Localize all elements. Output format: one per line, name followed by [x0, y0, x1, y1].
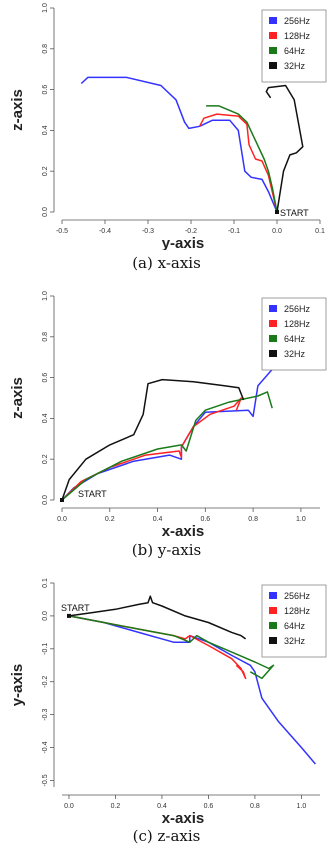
x-tick-label: -0.3 — [142, 228, 154, 235]
legend-label: 64Hz — [284, 621, 306, 631]
legend-swatch — [269, 607, 277, 614]
legend-label: 64Hz — [284, 334, 306, 344]
start-annotation: START — [78, 489, 107, 499]
y-tick-label: 0.6 — [42, 373, 49, 383]
y-tick-label: 0.0 — [42, 611, 49, 621]
x-axis-title: x-axis — [162, 810, 205, 825]
x-tick-label: 0.0 — [57, 516, 67, 523]
y-tick-label: 1.0 — [42, 291, 49, 301]
y-axis-title: z-axis — [9, 89, 26, 131]
x-tick-label: 0.4 — [157, 803, 167, 810]
start-marker — [66, 613, 71, 618]
legend-label: 32Hz — [284, 61, 306, 71]
x-tick-label: 1.0 — [296, 516, 306, 523]
legend-swatch — [269, 32, 277, 39]
series-line-256hz — [80, 76, 278, 213]
x-tick-label: 0.2 — [111, 803, 121, 810]
x-tick-label: 1.0 — [297, 803, 307, 810]
y-tick-label: 0.2 — [42, 454, 49, 464]
series-line-128hz — [61, 397, 242, 501]
legend-label: 128Hz — [284, 606, 311, 616]
legend-label: 256Hz — [284, 304, 311, 314]
legend-swatch — [269, 62, 277, 69]
x-tick-label: 0.4 — [153, 516, 163, 523]
x-tick-label: 0.1 — [315, 228, 325, 235]
legend-label: 256Hz — [284, 16, 311, 26]
legend: 256Hz 128Hz 64Hz 32Hz — [261, 584, 327, 658]
x-tick-label: -0.2 — [185, 228, 197, 235]
y-tick-label: -0.1 — [42, 643, 49, 655]
chart-panel-c: 0.0 0.2 0.4 0.6 0.8 1.0 -0.5 -0.4 -0.3 -0.2 -0.1 0.… — [0, 575, 333, 857]
legend-swatch — [269, 592, 277, 599]
x-tick-label: -0.5 — [56, 228, 68, 235]
legend-label: 32Hz — [284, 349, 306, 359]
legend-swatch — [269, 17, 277, 24]
legend-label: 256Hz — [284, 591, 311, 601]
y-tick-label: -0.5 — [42, 774, 49, 786]
y-tick-label: -0.3 — [42, 708, 49, 720]
legend-label: 128Hz — [284, 31, 311, 41]
y-tick-label: 0.0 — [42, 495, 49, 505]
legend-label: 64Hz — [284, 46, 306, 56]
series-line-32hz — [265, 84, 304, 213]
y-tick-label: 0.1 — [42, 578, 49, 588]
chart-c: 0.0 0.2 0.4 0.6 0.8 1.0 -0.5 -0.4 -0.3 -0.2 -0.1 0.… — [9, 578, 327, 825]
y-tick-label: 0.8 — [42, 44, 49, 54]
legend: 256Hz 128Hz 64Hz 32Hz — [261, 9, 327, 83]
chart-a: -0.5 -0.4 -0.3 -0.2 -0.1 0.0 0.1 0.0 0.2 0.4 0.6 0.… — [9, 3, 327, 250]
chart-panel-a: -0.5 -0.4 -0.3 -0.2 -0.1 0.0 0.1 0.0 0.2 0.4 0.6 0.… — [0, 0, 333, 285]
x-tick-label: 0.6 — [200, 516, 210, 523]
y-tick-label: 0.2 — [42, 166, 49, 176]
legend-swatch — [269, 47, 277, 54]
series-line-32hz — [61, 378, 245, 501]
y-tick-label: 0.4 — [42, 413, 49, 423]
start-annotation: START — [61, 603, 90, 613]
x-tick-label: 0.0 — [64, 803, 74, 810]
chart-caption-b: (b) y-axis — [131, 541, 202, 559]
legend-label: 128Hz — [284, 319, 311, 329]
legend-swatch — [269, 335, 277, 342]
x-tick-label: 0.0 — [272, 228, 282, 235]
start-marker — [60, 498, 64, 502]
legend-label: 32Hz — [284, 636, 306, 646]
legend-swatch — [269, 622, 277, 629]
y-tick-label: 0.6 — [42, 85, 49, 95]
start-annotation: START — [280, 208, 309, 218]
y-tick-label: 1.0 — [42, 3, 49, 13]
y-tick-label: 0.4 — [42, 125, 49, 135]
series-line-256hz — [68, 615, 316, 765]
x-tick-label: 0.2 — [105, 516, 115, 523]
y-axis-title: y-axis — [9, 664, 26, 707]
chart-panel-b: 0.0 0.2 0.4 0.6 0.8 1.0 0.0 0.2 0.4 0.6 0.8 1.0 x-ax… — [0, 288, 333, 573]
chart-caption-c: (c) z-axis — [132, 827, 201, 845]
y-axis-title: z-axis — [9, 377, 26, 419]
chart-caption-a: (a) x-axis — [132, 254, 201, 272]
x-tick-label: 0.6 — [204, 803, 214, 810]
series-line-32hz — [68, 595, 247, 640]
y-tick-label: 0.8 — [42, 332, 49, 342]
x-tick-label: -0.4 — [99, 228, 111, 235]
x-axis-title: y-axis — [162, 235, 205, 250]
x-tick-label: -0.1 — [228, 228, 240, 235]
legend-swatch — [269, 305, 277, 312]
series-line-128hz — [198, 113, 278, 213]
y-tick-label: -0.4 — [42, 741, 49, 753]
x-axis-title: x-axis — [162, 523, 205, 538]
legend: 256Hz 128Hz 64Hz 32Hz — [261, 297, 327, 371]
legend-swatch — [269, 320, 277, 327]
legend-swatch — [269, 350, 277, 357]
start-marker — [275, 210, 279, 214]
chart-b: 0.0 0.2 0.4 0.6 0.8 1.0 0.0 0.2 0.4 0.6 0.8 1.0 x-ax… — [9, 291, 327, 538]
series-line-256hz — [61, 362, 316, 501]
x-tick-label: 0.8 — [248, 516, 258, 523]
y-tick-label: 0.0 — [42, 207, 49, 217]
series-line-64hz — [68, 615, 275, 680]
x-tick-label: 0.8 — [250, 803, 260, 810]
series-line-64hz — [61, 391, 273, 501]
legend-swatch — [269, 637, 277, 644]
series-line-64hz — [206, 105, 278, 213]
y-tick-label: -0.2 — [42, 676, 49, 688]
